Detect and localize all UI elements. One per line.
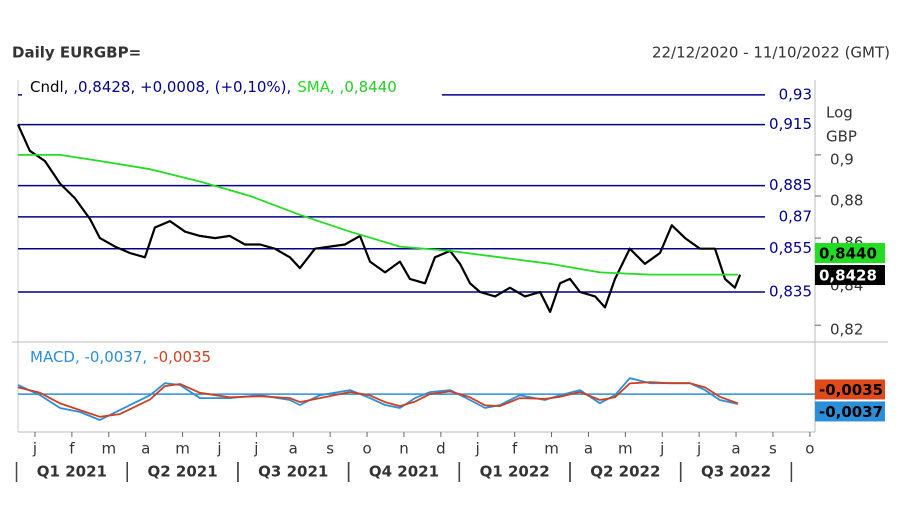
- legend-value: , ,0,8440: [330, 78, 397, 96]
- x-tick-label: m: [544, 440, 559, 458]
- last-value-box: [815, 243, 885, 264]
- x-tick-label: m: [101, 440, 116, 458]
- legend-value: , -0,0037,: [75, 348, 147, 366]
- y-tick-label: 0,88: [830, 192, 863, 210]
- legend-value: , ,0,8428, +0,0008, (+0,10%),: [64, 78, 292, 96]
- series-line: [16, 124, 742, 313]
- legend-value: -0,0035: [153, 348, 211, 366]
- scale-label: Log: [826, 104, 853, 122]
- y-tick-label: 0,82: [830, 321, 863, 339]
- last-value-label: -0,0037: [819, 403, 883, 421]
- series-line: [17, 381, 739, 418]
- reference-label: 0,835: [769, 283, 812, 301]
- last-value-box: [815, 265, 885, 286]
- quarter-label: Q3 2022: [701, 463, 771, 481]
- quarter-label: Q3 2021: [258, 463, 328, 481]
- quarter-label: Q1 2022: [480, 463, 550, 481]
- quarter-label: Q1 2021: [37, 463, 107, 481]
- x-tick-label: n: [399, 440, 409, 458]
- x-tick-label: s: [769, 440, 777, 458]
- legend-name: SMA: [297, 78, 330, 96]
- x-tick-label: a: [141, 440, 150, 458]
- series-line: [18, 154, 738, 276]
- x-tick-label: o: [362, 440, 371, 458]
- legend: MACD, -0,0037, -0,0035: [30, 348, 211, 366]
- reference-label: 0,93: [779, 85, 812, 103]
- reference-label: 0,915: [769, 115, 812, 133]
- last-value-label: -0,0035: [819, 381, 883, 399]
- x-tick-label: j: [475, 440, 480, 458]
- y-tick-label: 0,9: [830, 150, 854, 168]
- legend-name: Cndl: [30, 78, 64, 96]
- quarter-label: Q2 2021: [147, 463, 217, 481]
- legend-name: MACD: [30, 348, 75, 366]
- legend: Cndl, ,0,8428, +0,0008, (+0,10%), SMA, ,0…: [30, 78, 397, 96]
- last-value-label: 0,8440: [819, 245, 877, 263]
- x-tick-label: f: [69, 440, 75, 458]
- x-tick-label: j: [32, 440, 37, 458]
- x-tick-label: a: [731, 440, 740, 458]
- x-tick-label: a: [584, 440, 593, 458]
- x-tick-label: d: [436, 440, 446, 458]
- x-tick-label: m: [618, 440, 633, 458]
- x-tick-label: s: [326, 440, 334, 458]
- x-tick-label: m: [175, 440, 190, 458]
- legend-background: [22, 347, 252, 367]
- last-value-box: [815, 401, 885, 422]
- quarter-label: Q4 2021: [369, 463, 439, 481]
- x-tick-label: a: [289, 440, 298, 458]
- last-value-box: [815, 379, 885, 400]
- reference-label: 0,885: [769, 176, 812, 194]
- date-range: 22/12/2020 - 11/10/2022 (GMT): [652, 44, 890, 62]
- y-axis-label: GBP: [826, 128, 857, 146]
- last-value-label: 0,8428: [819, 267, 877, 285]
- legend-background: [22, 77, 442, 97]
- reference-label: 0,855: [769, 239, 812, 257]
- x-tick-label: o: [805, 440, 814, 458]
- reference-label: 0,87: [779, 207, 812, 225]
- x-tick-label: j: [659, 440, 664, 458]
- chart-title: Daily EURGBP=: [12, 44, 141, 62]
- x-tick-label: j: [216, 440, 221, 458]
- x-tick-label: f: [512, 440, 518, 458]
- x-tick-label: j: [696, 440, 701, 458]
- x-tick-label: j: [253, 440, 258, 458]
- quarter-label: Q2 2022: [590, 463, 660, 481]
